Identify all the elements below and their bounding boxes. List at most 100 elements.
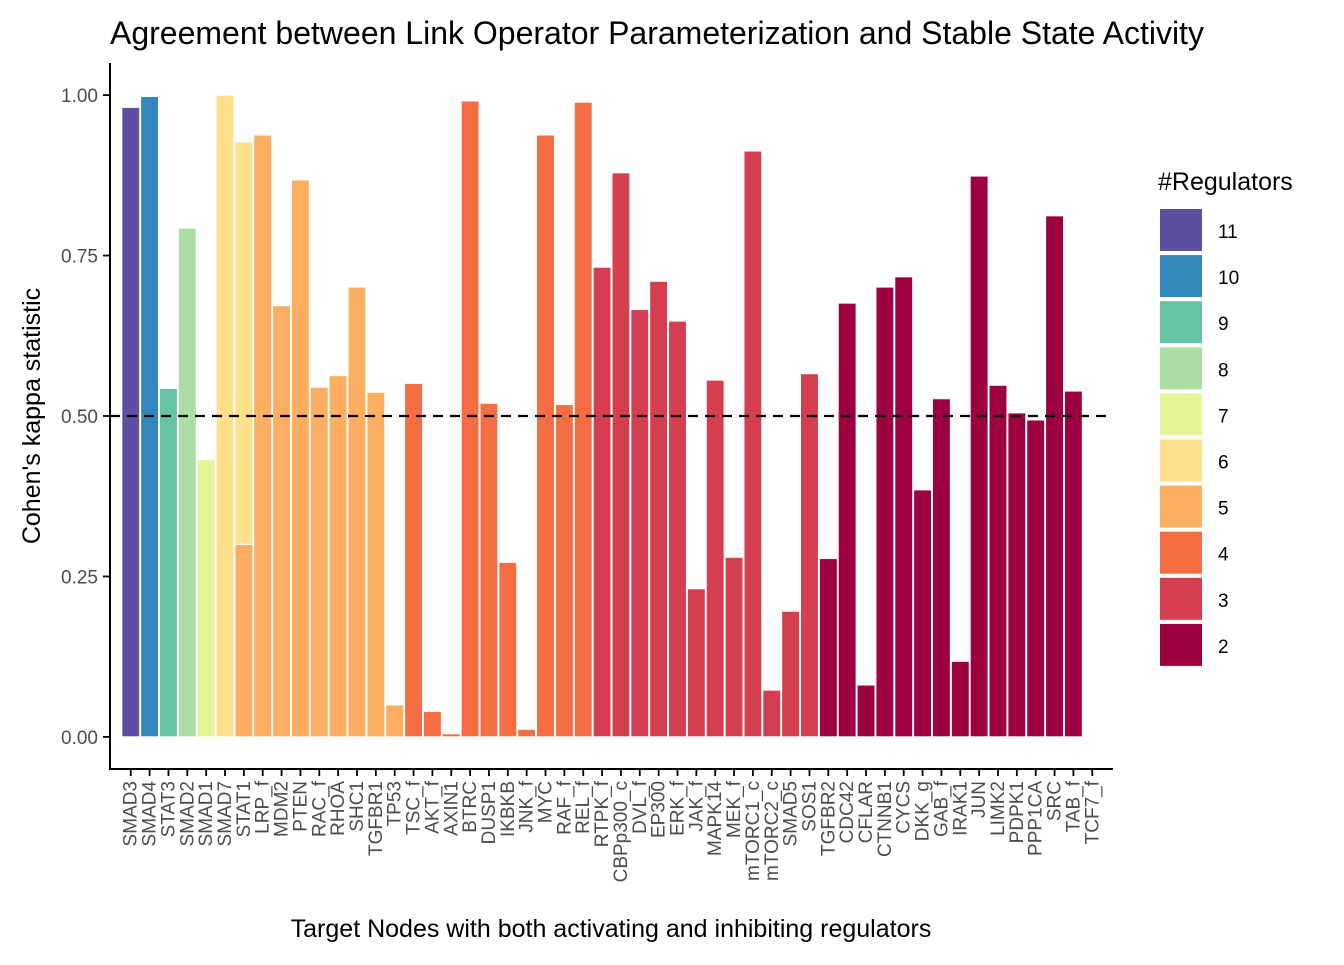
bar-IRAK1-2 <box>950 660 970 738</box>
legend-label-10: 10 <box>1218 268 1239 289</box>
legend-label-11: 11 <box>1218 222 1238 243</box>
bar-RHOA-5 <box>328 374 348 738</box>
legend-swatch-10 <box>1160 255 1202 298</box>
x-tick-label: SMAD5 <box>781 781 802 846</box>
x-tick-label: mTORC1_c <box>743 781 764 881</box>
bar-ERK_f-3 <box>667 320 688 738</box>
x-tick-label: SRC <box>1045 781 1066 821</box>
x-tick-label: TAB_f <box>1063 780 1084 832</box>
bar-DKK_g-2 <box>912 489 933 738</box>
bar-MEK_f-3 <box>724 556 744 738</box>
y-axis-label: Cohen's kappa statistic <box>18 288 46 544</box>
legend-swatch-4 <box>1160 531 1202 574</box>
x-tick-label: RAF_f <box>554 780 575 835</box>
bar-RAC_f-5 <box>309 386 329 738</box>
bar-MAPK14-3 <box>705 379 725 738</box>
bar-RTPK_f-3 <box>592 266 612 738</box>
y-tick-label: 0.50 <box>61 407 98 428</box>
x-tick-label: JAK_f <box>686 780 707 831</box>
bar-PTEN-5 <box>290 179 311 738</box>
y-tick-label: 0.75 <box>61 247 98 268</box>
legend-swatch-3 <box>1160 577 1202 620</box>
x-tick-label: SHC1 <box>347 781 368 832</box>
bar-LRP_f-5 <box>253 134 273 738</box>
x-tick-label: DVL_f <box>630 780 651 834</box>
x-tick-label: SMAD3 <box>121 781 142 846</box>
bar-DVL_f-3 <box>630 308 650 738</box>
legend-label-4: 4 <box>1218 545 1229 566</box>
x-tick-label: PTEN <box>290 781 311 832</box>
x-tick-label: TGFBR2 <box>818 781 839 856</box>
bar-TP53-5 <box>385 704 405 738</box>
bar-CBPp300_c-3 <box>611 172 631 738</box>
bar-SMAD5-3 <box>780 610 801 738</box>
y-tick-label: 0.00 <box>61 728 98 749</box>
x-tick-label: CFLAR <box>856 781 877 843</box>
chart-title: Agreement between Link Operator Paramete… <box>110 15 1204 51</box>
bar-DUSP1-4 <box>479 402 499 738</box>
bar-GAB_f-2 <box>931 398 952 738</box>
x-tick-label: CDC42 <box>837 781 858 843</box>
bar-mTORC2_c-3 <box>762 689 782 738</box>
x-axis-label: Target Nodes with both activating and in… <box>291 915 932 943</box>
x-tick-label: RHOA <box>328 781 349 836</box>
x-tick-label: JNK_f <box>517 780 538 832</box>
x-tick-label: AXIN1 <box>441 781 462 836</box>
legend-label-6: 6 <box>1218 453 1229 474</box>
bar-MDM2-5 <box>271 305 292 738</box>
x-tick-label: MDM2 <box>272 781 293 837</box>
bar-SHC1-5 <box>347 286 367 738</box>
bar-IKBKB-4 <box>498 561 518 738</box>
x-tick-label: TGFBR1 <box>366 781 387 856</box>
bar-CFLAR-2 <box>856 684 876 738</box>
legend: #Regulators 11 10 9 8 7 6 5 4 3 2 <box>1158 168 1293 666</box>
x-tick-label: LRP_f <box>253 780 274 834</box>
legend-swatch-9 <box>1160 301 1202 344</box>
y-tick-label: 1.00 <box>61 86 98 107</box>
x-tick-label: PDPK1 <box>1007 781 1028 843</box>
y-axis: 0.00 0.25 0.50 0.75 1.00 <box>61 63 111 770</box>
bar-TGFBR2-2 <box>818 557 838 738</box>
bar-SMAD3-11 <box>121 106 141 738</box>
x-tick-label: LIMK2 <box>988 781 1009 836</box>
x-tick-label: EP300 <box>649 781 670 838</box>
bar-TAB_f-2 <box>1063 390 1084 738</box>
x-tick-label: BTRC <box>460 781 481 833</box>
x-tick-label: IRAK1 <box>950 781 971 836</box>
bar-TSC_f-4 <box>403 382 424 738</box>
x-tick-label: IKBKB <box>498 781 519 837</box>
x-tick-label: AKT_f <box>422 780 443 834</box>
x-tick-label: MYC <box>536 781 557 823</box>
legend-label-2: 2 <box>1218 637 1229 658</box>
bar-JAK_f-3 <box>686 588 706 738</box>
x-tick-label: STAT1 <box>234 781 255 837</box>
bars-layer <box>121 94 1084 738</box>
x-tick-label: MAPK14 <box>705 781 726 856</box>
bar-LIMK2-2 <box>988 384 1008 738</box>
x-tick-label: CYCS <box>894 781 915 834</box>
legend-swatch-11 <box>1160 209 1202 251</box>
x-tick-label: TP53 <box>385 781 406 826</box>
bar-AKT_f-4 <box>422 710 443 738</box>
legend-swatch-8 <box>1160 347 1202 390</box>
bar-REL_f-4 <box>573 101 593 738</box>
bar-SMAD2-8 <box>177 227 197 738</box>
bar-EP300-3 <box>648 280 669 738</box>
bar-TGFBR1-5 <box>366 391 386 738</box>
bar-STAT1-5 <box>234 543 254 738</box>
legend-label-5: 5 <box>1218 499 1229 520</box>
y-tick-label: 0.25 <box>61 567 98 588</box>
bar-mTORC1_c-3 <box>743 150 763 738</box>
x-tick-label: RTPK_f <box>592 780 613 847</box>
bar-BTRC-4 <box>460 100 480 738</box>
legend-swatch-6 <box>1160 439 1202 482</box>
legend-swatch-7 <box>1160 393 1202 436</box>
bar-CDC42-2 <box>837 302 857 738</box>
legend-label-8: 8 <box>1218 360 1229 381</box>
legend-label-3: 3 <box>1218 591 1229 612</box>
bar-JNK_f-4 <box>517 728 537 738</box>
legend-label-7: 7 <box>1218 406 1229 427</box>
bar-CYCS-2 <box>894 276 914 738</box>
bar-PPP1CA-2 <box>1026 419 1046 738</box>
